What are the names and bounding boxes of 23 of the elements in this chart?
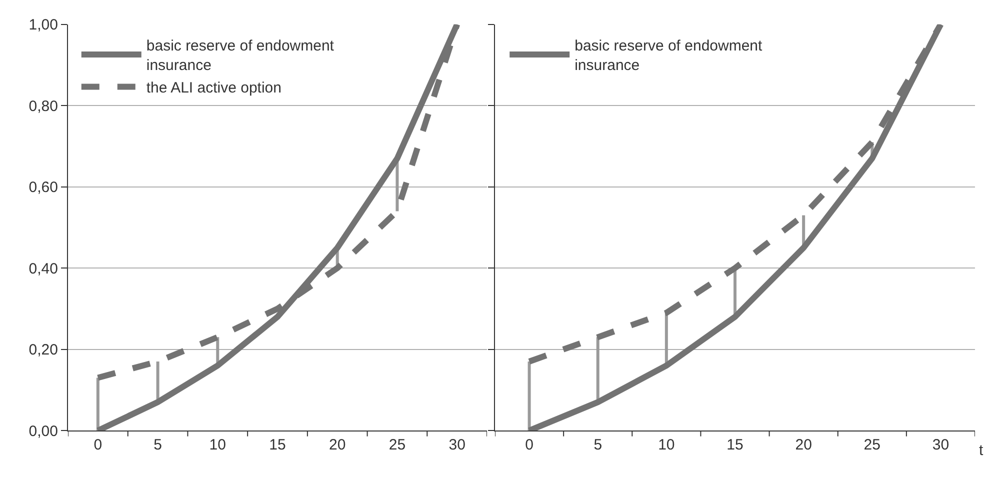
x-tick-label: 25: [864, 436, 880, 454]
x-tick-label: 10: [658, 436, 675, 454]
y-tick-label: 0,80: [28, 98, 58, 115]
x-tick-label: 15: [269, 436, 286, 454]
x-tick-label: 5: [154, 436, 162, 454]
x-tick-label: 20: [329, 436, 346, 454]
x-axis-title: t: [979, 442, 984, 459]
y-tick-label: 0,20: [28, 342, 58, 359]
x-tick-label: 0: [525, 436, 534, 454]
y-tick-label: 0,00: [28, 422, 58, 440]
x-tick-label: 15: [726, 436, 744, 454]
x-tick-label: 20: [795, 436, 812, 454]
x-tick-label: 10: [209, 436, 226, 454]
x-tick-label: 30: [932, 436, 950, 454]
x-tick-label: 0: [94, 436, 102, 454]
y-tick-label: 0,60: [28, 179, 58, 196]
legend-label: the ALI active option: [146, 80, 282, 97]
y-tick-label: 1,00: [28, 16, 58, 34]
x-tick-label: 30: [448, 436, 466, 454]
x-tick-label: 5: [594, 436, 602, 454]
y-tick-label: 0,40: [28, 260, 58, 278]
x-tick-label: 25: [388, 436, 406, 454]
legend-label: basic reserve of endowment insurance: [574, 38, 764, 74]
